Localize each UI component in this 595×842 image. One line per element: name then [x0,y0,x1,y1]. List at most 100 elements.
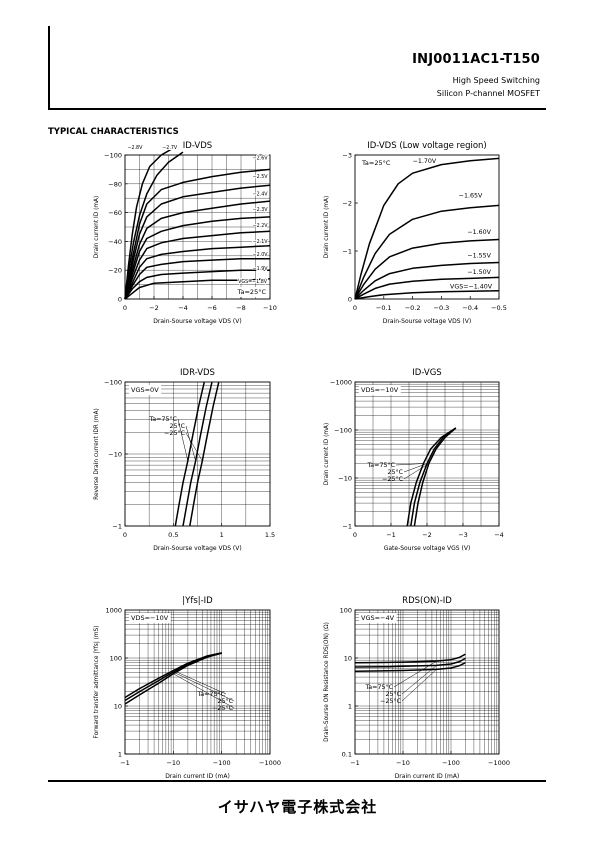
y-tick-label: 0 [348,296,352,304]
x-tick-label: 0 [353,304,357,312]
series-label: 25°C [169,422,185,430]
x-tick-label: −4 [178,304,188,312]
manufacturer-name: イサハヤ電子株式会社 [217,798,378,816]
series-label: −2.5V [253,174,269,180]
series-line-1 [354,204,500,300]
series-line-2 [124,652,222,705]
series-line-1 [124,151,184,300]
chart-title: ID-VDS (Low voltage region) [367,141,487,151]
label-leader [401,669,437,702]
series-label: −2.4V [253,191,269,197]
y-tick-label: −1 [342,523,352,531]
series-label: −1.55V [467,253,491,260]
y-tick-label: −100 [104,379,122,387]
series-line-3 [354,261,500,300]
condition-label: Ta=25°C [361,159,391,167]
series-line-2 [354,662,466,672]
x-tick-label: −0.2 [405,304,421,312]
series-label: −1.65V [459,193,483,200]
y-tick-label: 1000 [105,607,122,615]
series-label: −1.50V [467,269,491,276]
x-tick-label: −0.3 [434,304,450,312]
x-axis-label: Drain current ID (mA) [395,773,460,780]
y-tick-label: −80 [108,180,122,188]
y-tick-label: −10 [338,475,352,483]
condition-label-bg [129,385,162,395]
y-tick-label: −3 [342,152,352,160]
subtitle-function: High Speed Switching [452,76,540,85]
x-tick-label: −2 [422,531,432,539]
y-tick-label: −1 [342,248,352,256]
x-tick-label: 0 [353,531,357,539]
condition-label-bg [129,613,171,623]
condition-label-bg [234,287,269,297]
x-tick-label: −1 [350,759,360,767]
y-axis-label: Drain current ID (mA) [324,196,330,258]
series-line-5 [354,290,500,300]
series-label: 25°C [385,690,401,698]
section-title: TYPICAL CHARACTERISTICS [48,127,179,137]
x-tick-label: −1 [120,759,130,767]
y-tick-label: 100 [340,607,352,615]
header-horizontal-rule [48,108,546,110]
x-tick-label: −4 [494,531,504,539]
chart-title: ID-VDS [183,141,212,151]
x-axis-label: Drain current ID (mA) [165,773,230,780]
label-leader [177,418,189,462]
x-tick-label: 0 [123,531,127,539]
series-label: −2.6V [253,155,269,161]
condition-label-bg [359,385,401,395]
series-label: Ta=75°C [367,461,396,469]
y-axis-label: Drain current ID (mA) [324,423,330,485]
chart-c4: 0 −1 −2 −3 −4−1−10−100−1000ID-VGSGate-Sourse… [324,368,504,552]
x-tick-label: −1000 [488,759,510,767]
label-leader [173,670,227,695]
condition-label: VDS=−10V [361,386,399,394]
condition-label: VGS=−4V [361,614,395,622]
x-tick-label: −10 [263,304,277,312]
series-label: −25°C [164,429,185,437]
footer-rule [48,780,546,782]
chart-title: RDS(ON)-ID [402,596,452,606]
x-tick-label: −0.4 [462,304,478,312]
series-label: −2.0V [253,252,269,258]
x-tick-label: −10 [166,759,180,767]
label-leader [185,425,196,462]
x-tick-label: 0.5 [168,531,178,539]
x-tick-label: −6 [207,304,217,312]
y-axis-label: Drain-Sourse ON Resistance RDS(ON) (Ω) [324,622,330,742]
series-label: VGS=−1.40V [450,283,493,290]
series-line-7 [124,244,271,300]
plot-frame [124,154,271,300]
x-tick-label: −8 [236,304,246,312]
y-tick-label: −10 [108,451,122,459]
y-tick-label: 100 [110,655,122,663]
series-line-3 [124,184,271,300]
subtitle-device-type: Silicon P-channel MOSFET [436,89,540,98]
series-line-4 [354,276,500,300]
y-tick-label: 0.1 [342,751,352,759]
label-leader [403,463,428,473]
y-tick-label: −1000 [330,379,352,387]
x-tick-label: −1 [386,531,396,539]
chart-title: IDR-VDS [180,368,215,378]
series-line-4 [124,200,271,300]
label-leader [395,463,424,466]
label-leader [173,673,235,709]
series-line-5 [124,216,271,300]
grid [354,610,499,755]
label-leader [173,671,235,702]
y-tick-label: 10 [114,703,122,711]
series-label: −1.60V [467,229,491,236]
y-axis-label: Forward transfer admittance |Yfs| (mS) [94,626,100,739]
series-line-6 [124,230,271,300]
x-axis-label: Gate-Sourse voltage VGS (V) [384,545,471,552]
x-axis-label: Drain-Sourse voltage VDS (V) [153,545,241,552]
x-axis-label: Drain-Sourse voltage VDS (V) [153,318,241,325]
series-label: 25°C [387,468,403,476]
y-tick-label: 0 [118,296,122,304]
chart-c5: −1 −10 −100 −1000 1 10 100 1000 |Yfs|-ID Drain cu… [94,596,281,780]
series-label: Ta=75°C [197,690,226,698]
series-label: −1.70V [413,158,437,165]
